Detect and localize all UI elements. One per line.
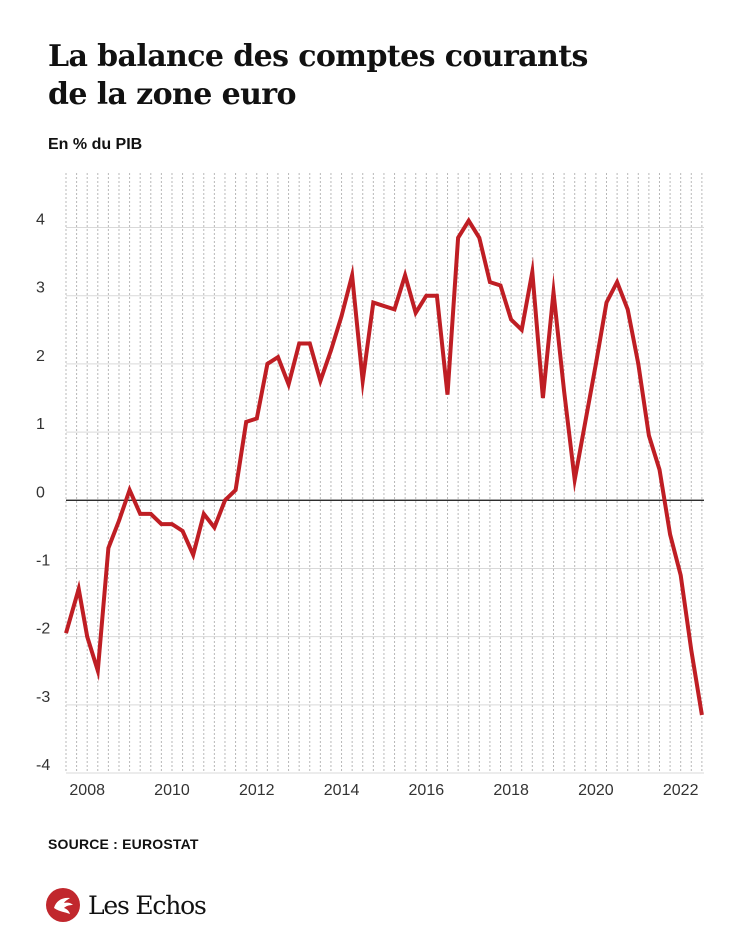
chart-title: La balance des comptes courants de la zo… [48, 38, 708, 114]
y-axis-unit-label: En % du PIB [48, 136, 143, 153]
chart-title-line-1: La balance des comptes courants [48, 39, 588, 74]
y-tick-label: -1 [36, 552, 50, 569]
brand-logo: Les Echos [46, 888, 207, 922]
y-tick-label: -2 [36, 621, 50, 638]
x-tick-label: 2022 [663, 782, 699, 799]
brand-name: Les Echos [88, 890, 207, 920]
y-tick-label: -4 [36, 757, 50, 774]
source-note: SOURCE : EUROSTAT [48, 836, 199, 852]
y-tick-label: 2 [36, 348, 45, 365]
les-echos-logo-icon [46, 888, 80, 922]
x-tick-label: 2018 [493, 782, 529, 799]
chart-title-line-2: de la zone euro [48, 77, 296, 112]
x-tick-label: 2012 [239, 782, 275, 799]
y-tick-label: -3 [36, 689, 50, 706]
y-tick-label: 4 [36, 212, 45, 229]
y-tick-label: 1 [36, 416, 45, 433]
x-tick-label: 2014 [324, 782, 360, 799]
x-tick-label: 2016 [409, 782, 445, 799]
y-tick-label: 3 [36, 280, 45, 297]
x-tick-label: 2020 [578, 782, 614, 799]
y-tick-label: 0 [36, 484, 45, 501]
x-tick-label: 2008 [69, 782, 105, 799]
x-tick-label: 2010 [154, 782, 190, 799]
